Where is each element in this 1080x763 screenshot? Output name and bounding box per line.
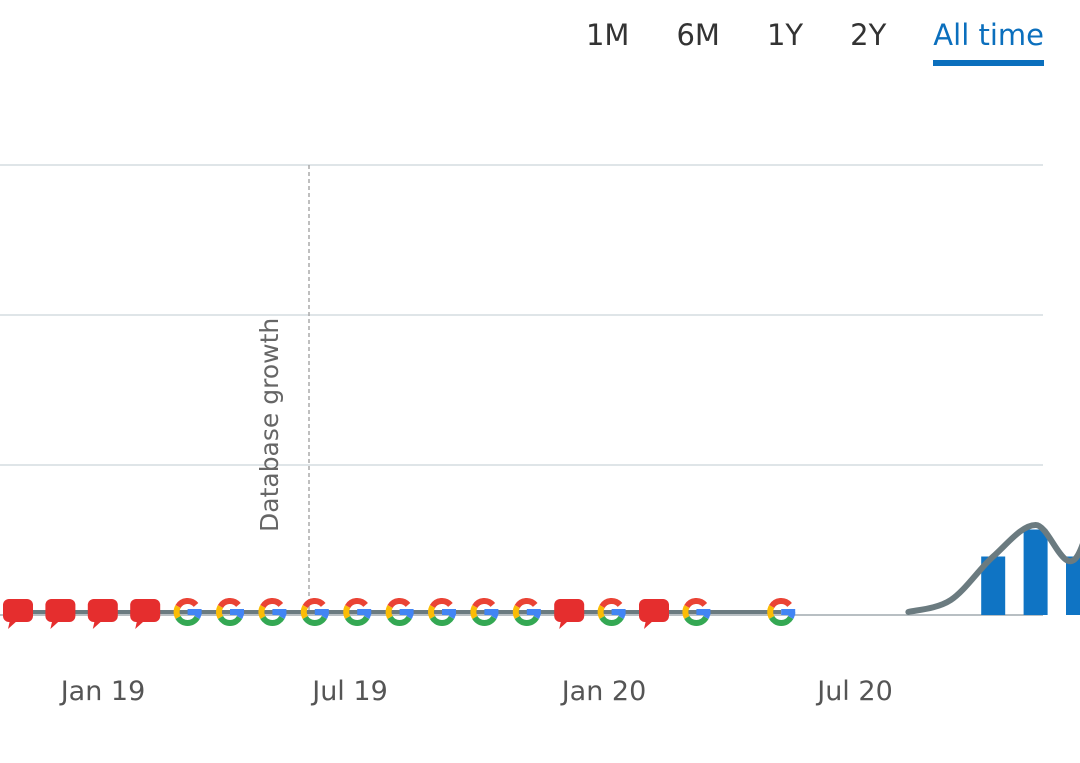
bar[interactable] bbox=[1023, 529, 1048, 616]
review-event-icon[interactable] bbox=[3, 599, 33, 629]
x-tick-label: Jul 20 bbox=[815, 676, 893, 707]
google-update-icon[interactable] bbox=[385, 598, 414, 626]
google-update-icon[interactable] bbox=[470, 598, 499, 626]
bar[interactable] bbox=[1066, 556, 1080, 616]
period-6m[interactable]: 6M bbox=[676, 18, 720, 52]
google-update-icon[interactable] bbox=[512, 598, 541, 626]
trend-line bbox=[905, 521, 1080, 615]
google-update-icon[interactable] bbox=[428, 598, 456, 626]
review-event-icon[interactable] bbox=[45, 599, 76, 629]
google-update-icon[interactable] bbox=[682, 598, 711, 626]
x-tick-label: Jan 20 bbox=[560, 676, 647, 707]
period-selector: 1M 6M 1Y 2Y All time bbox=[539, 18, 1044, 66]
period-2y[interactable]: 2Y bbox=[850, 18, 887, 52]
review-event-icon[interactable] bbox=[639, 599, 669, 629]
period-1y[interactable]: 1Y bbox=[766, 18, 804, 52]
annotation-label: Database growth bbox=[255, 318, 284, 532]
period-1m[interactable]: 1M bbox=[585, 18, 630, 52]
google-update-icon[interactable] bbox=[597, 598, 626, 626]
google-update-icon[interactable] bbox=[216, 598, 244, 626]
x-tick-label: Jan 19 bbox=[59, 676, 146, 707]
google-update-icon[interactable] bbox=[767, 598, 796, 626]
review-event-icon[interactable] bbox=[554, 599, 585, 629]
period-all-time[interactable]: All time bbox=[933, 18, 1044, 66]
google-update-icon[interactable] bbox=[300, 598, 329, 626]
google-update-icon[interactable] bbox=[173, 598, 202, 626]
x-tick-label: Jul 19 bbox=[310, 676, 388, 707]
review-event-icon[interactable] bbox=[87, 599, 118, 629]
google-update-icon[interactable] bbox=[258, 598, 287, 626]
google-update-icon[interactable] bbox=[343, 598, 372, 626]
review-event-icon[interactable] bbox=[130, 599, 161, 629]
